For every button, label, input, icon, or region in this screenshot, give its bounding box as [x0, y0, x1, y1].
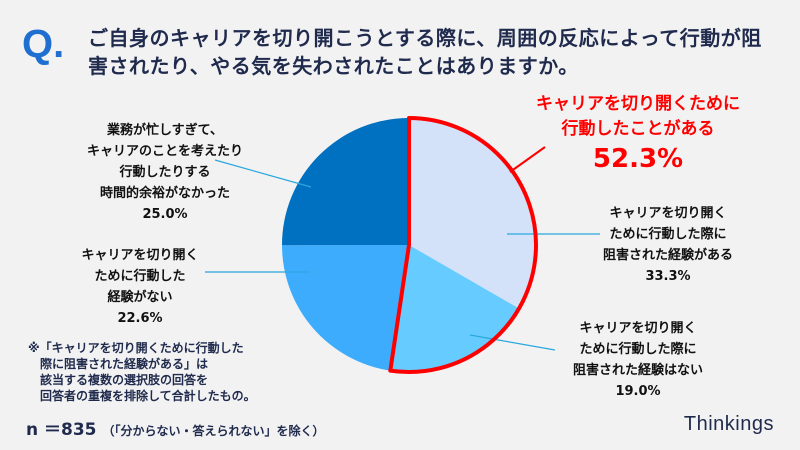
slice-label-2: キャリアを切り開く ために行動した 経験がない 22.6%	[81, 245, 198, 329]
pie-slice-0	[409, 118, 536, 309]
footnote: ※「キャリアを切り開くために行動した 際に阻害された経験がある」は 該当する複数…	[28, 341, 256, 403]
slice-value-label: 19.0%	[615, 384, 661, 399]
pie-slice-3	[281, 118, 409, 246]
slice-label-text: キャリアを切り開く ために行動した 経験がない	[81, 248, 199, 305]
highlight-callout: キャリアを切り開くために 行動したことがある 52.3%	[536, 92, 740, 176]
slice-value-label: 25.0%	[142, 207, 188, 222]
slice-label-text: 業務が忙しすぎて、 キャリアのことを考えたり 行動したりする 時間的余裕がなかっ…	[86, 123, 244, 201]
highlight-outline	[388, 116, 538, 374]
pie-slice-1	[390, 245, 519, 372]
leader-line-1	[469, 334, 556, 351]
brand-logo: Thinkings	[683, 413, 774, 435]
sample-size: n ＝835 （「分からない・答えられない」を除く）	[26, 415, 325, 440]
slice-label-0: キャリアを切り開く ために行動した際に 阻害された経験がある 33.3%	[603, 203, 733, 287]
highlight-label: キャリアを切り開くために 行動したことがある	[536, 94, 740, 139]
pie-slice-2	[282, 245, 409, 371]
slice-label-text: キャリアを切り開く ために行動した際に 阻害された経験はない	[572, 321, 704, 378]
question-mark: Q.	[22, 22, 65, 66]
sample-note: （「分からない・答えられない」を除く）	[102, 424, 325, 438]
highlight-leader-line	[509, 146, 546, 173]
slice-label-3: 業務が忙しすぎて、 キャリアのことを考えたり 行動したりする 時間的余裕がなかっ…	[87, 120, 243, 225]
question-title: ご自身のキャリアを切り開こうとする際に、周囲の反応によって行動が阻害されたり、や…	[88, 26, 762, 78]
slice-value-label: 33.3%	[645, 269, 691, 284]
slice-value-label: 22.6%	[117, 311, 163, 326]
highlight-value: 52.3%	[592, 144, 684, 174]
slice-label-text: キャリアを切り開く ために行動した際に 阻害された経験がある	[602, 206, 734, 263]
leader-line-3	[214, 159, 312, 188]
slice-label-1: キャリアを切り開く ために行動した際に 阻害された経験はない 19.0%	[573, 318, 703, 402]
sample-n: n ＝835	[26, 420, 97, 440]
